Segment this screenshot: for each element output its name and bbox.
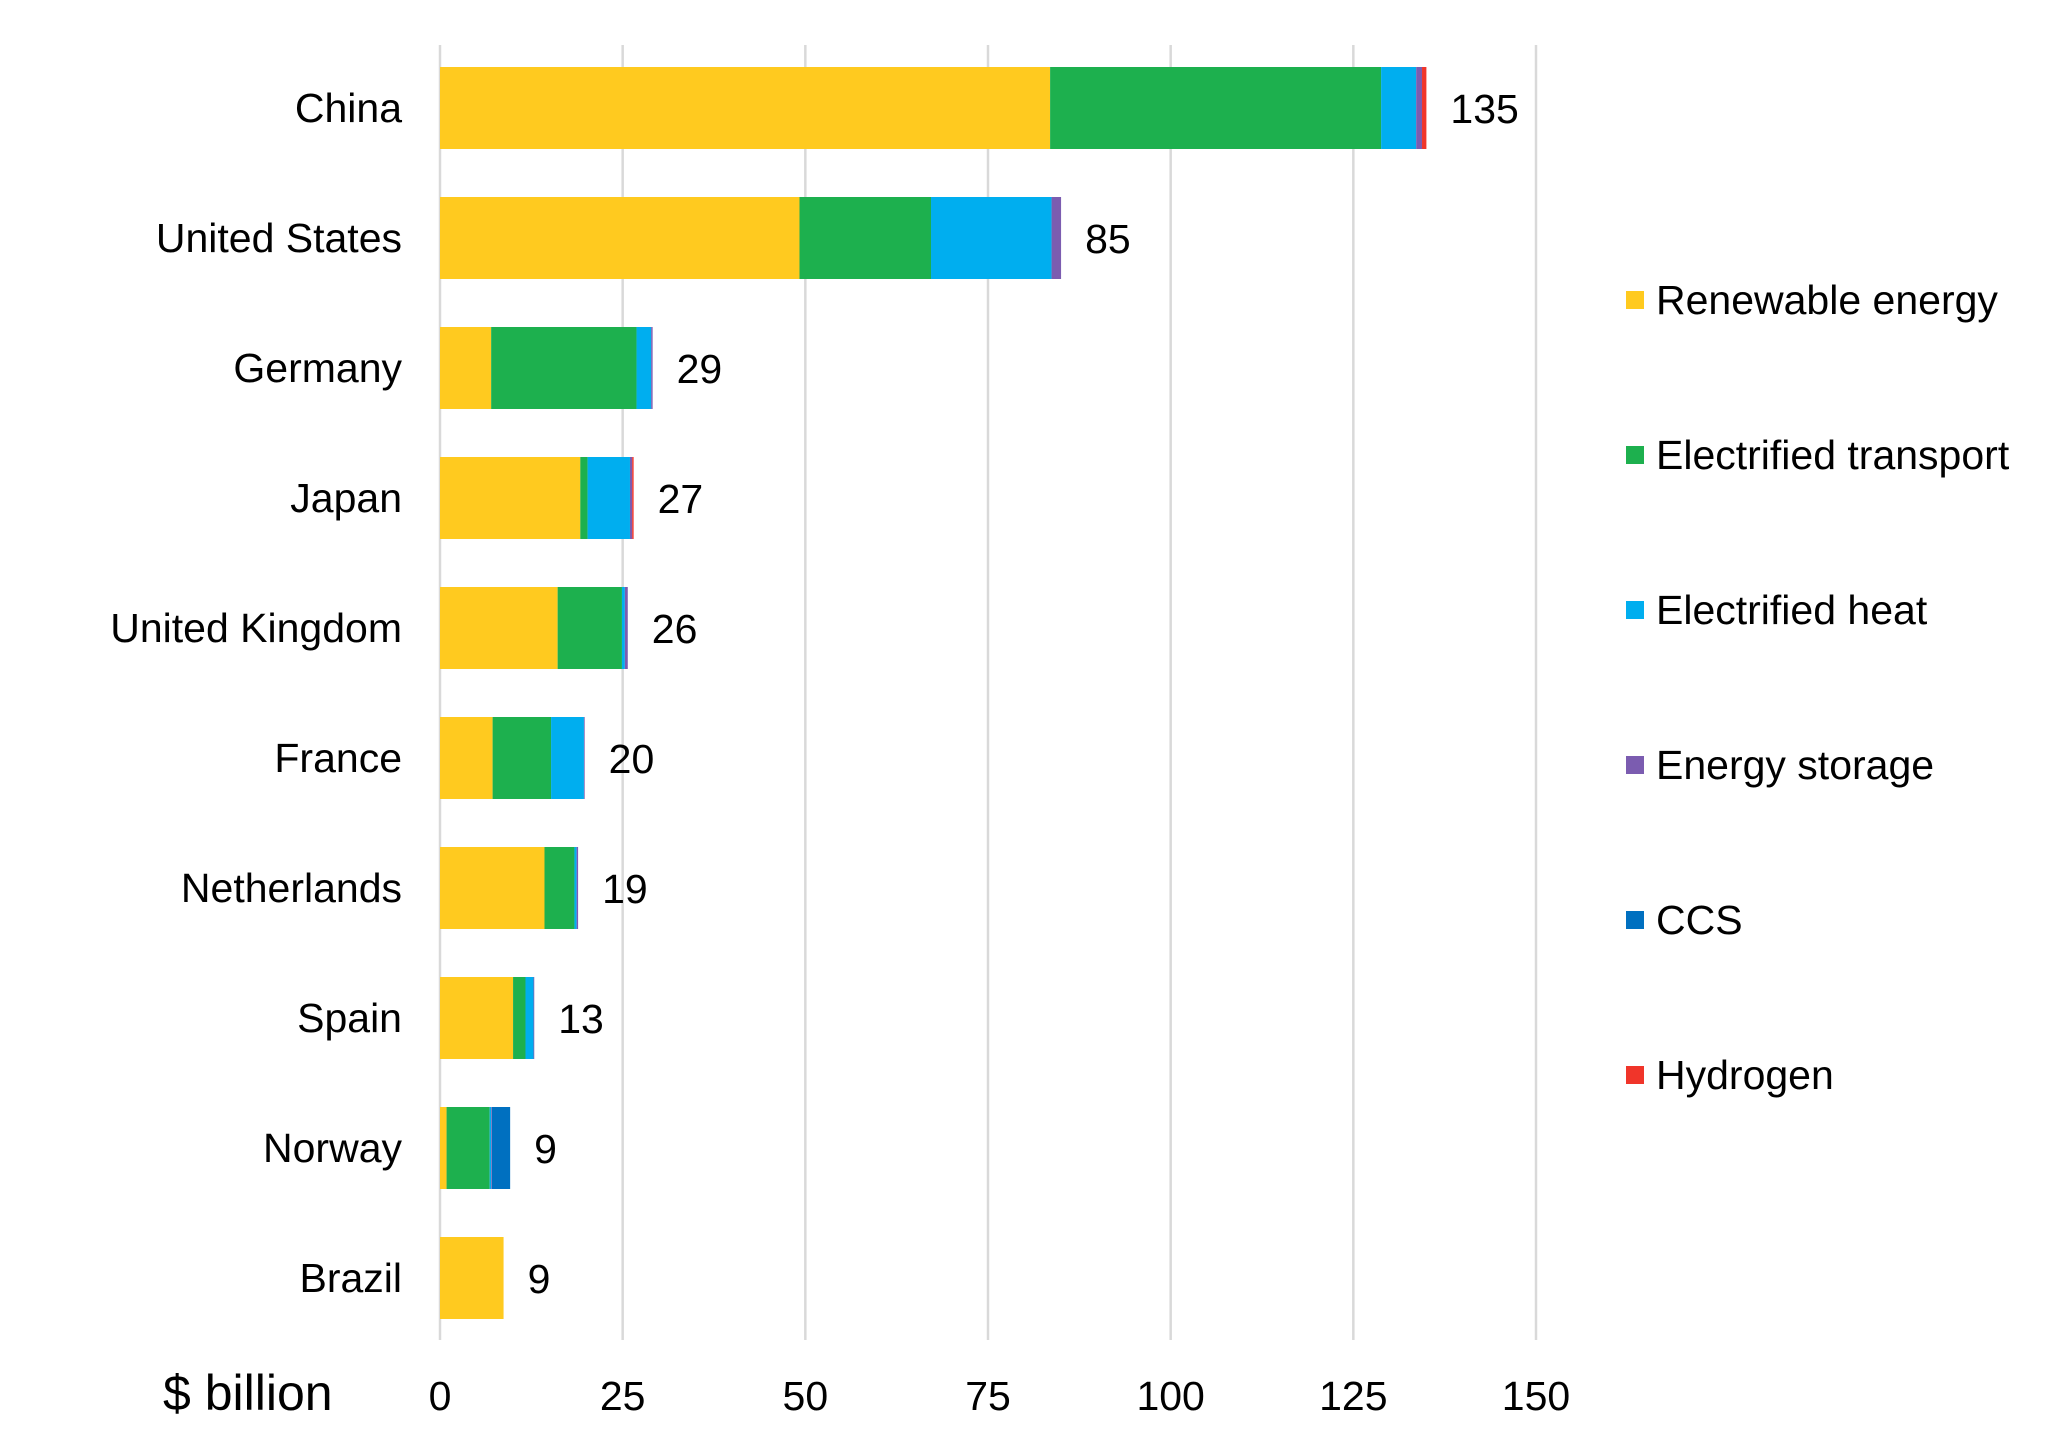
legend-swatch [1626, 911, 1644, 929]
category-label: Spain [297, 995, 402, 1041]
category-label: Norway [263, 1125, 402, 1171]
bar-segment-france-energy-storage [583, 717, 585, 799]
legend-swatch [1626, 601, 1644, 619]
x-tick-label: 0 [429, 1373, 452, 1419]
bar-segment-china-energy-storage [1416, 67, 1423, 149]
x-tick-label: 75 [965, 1373, 1011, 1419]
bar-segment-netherlands-electrified-transport [544, 847, 575, 929]
category-label: China [295, 85, 402, 131]
total-label: 29 [677, 346, 723, 392]
total-label: 9 [528, 1256, 551, 1302]
bar-segment-united-states-electrified-transport [799, 197, 932, 279]
total-label: 13 [558, 996, 604, 1042]
bar-segment-france-electrified-transport [492, 717, 552, 799]
legend-swatch [1626, 291, 1644, 309]
bar-segment-spain-energy-storage [533, 977, 535, 1059]
bar-segment-germany-energy-storage [651, 327, 653, 409]
category-label: Netherlands [181, 865, 402, 911]
bar-segment-united-kingdom-electrified-heat [621, 587, 625, 669]
x-tick-label: 50 [783, 1373, 829, 1419]
bar-segment-norway-energy-storage [491, 1107, 492, 1189]
bar-segment-france-electrified-heat [551, 717, 584, 799]
total-label: 135 [1450, 86, 1518, 132]
bar-segment-germany-electrified-heat [636, 327, 652, 409]
bar-segment-netherlands-electrified-heat [574, 847, 577, 929]
bar-segment-spain-renewable-energy [440, 977, 514, 1059]
bar-segment-united-states-renewable-energy [440, 197, 800, 279]
bar-segment-brazil-renewable-energy [440, 1237, 504, 1319]
bar-segment-united-states-electrified-heat [931, 197, 1052, 279]
legend-swatch [1626, 446, 1644, 464]
bar-segment-norway-ccs [491, 1107, 511, 1189]
legend-label: CCS [1656, 897, 1743, 943]
bar-segment-united-states-energy-storage [1051, 197, 1062, 279]
x-tick-label: 150 [1502, 1373, 1570, 1419]
legend-label: Energy storage [1656, 742, 1934, 788]
legend-label: Renewable energy [1656, 277, 1998, 323]
bar-segment-japan-electrified-transport [580, 457, 588, 539]
bar-segment-united-kingdom-electrified-transport [557, 587, 622, 669]
total-label: 85 [1085, 216, 1131, 262]
legend-swatch [1626, 1066, 1644, 1084]
bar-segment-japan-energy-storage [629, 457, 633, 539]
x-tick-label: 100 [1136, 1373, 1204, 1419]
x-axis-title: $ billion [163, 1365, 333, 1421]
bar-segment-norway-renewable-energy [440, 1107, 447, 1189]
x-axis-ticks: 0 25 50 75 100 125 150 [429, 1373, 1571, 1419]
category-label: United Kingdom [110, 605, 402, 651]
legend-label: Electrified transport [1656, 432, 2010, 478]
x-tick-label: 125 [1319, 1373, 1387, 1419]
total-label: 19 [602, 866, 648, 912]
bar-segment-china-hydrogen [1422, 67, 1427, 149]
bar-segment-germany-electrified-transport [491, 327, 637, 409]
category-label: Brazil [299, 1255, 402, 1301]
bar-segment-japan-hydrogen [632, 457, 634, 539]
bar-segment-china-renewable-energy [440, 67, 1051, 149]
bar-segment-germany-renewable-energy [440, 327, 492, 409]
bar-segment-netherlands-energy-storage [576, 847, 579, 929]
bar-segment-france-renewable-energy [440, 717, 493, 799]
bar-segment-spain-electrified-heat [525, 977, 534, 1059]
bar-segment-spain-electrified-transport [513, 977, 526, 1059]
bar-segment-norway-electrified-heat [489, 1107, 492, 1189]
category-labels: China United States Germany Japan United Kin… [110, 85, 402, 1301]
bar-segment-united-kingdom-renewable-energy [440, 587, 558, 669]
legend-label: Hydrogen [1656, 1052, 1834, 1098]
bar-segment-japan-renewable-energy [440, 457, 581, 539]
bars [440, 67, 1427, 1319]
bar-segment-netherlands-renewable-energy [440, 847, 545, 929]
bar-segment-china-electrified-transport [1050, 67, 1382, 149]
legend-swatch [1626, 756, 1644, 774]
category-label: Germany [233, 345, 402, 391]
total-label: 9 [534, 1126, 557, 1172]
total-label: 27 [658, 476, 704, 522]
total-label: 20 [609, 736, 655, 782]
legend-label: Electrified heat [1656, 587, 1928, 633]
legend: Renewable energy Electrified transport Ele… [1626, 277, 2010, 1098]
total-labels: 135 85 29 27 26 20 19 13 9 9 [528, 86, 1519, 1302]
bar-segment-japan-electrified-heat [587, 457, 630, 539]
category-label: Japan [290, 475, 402, 521]
x-tick-label: 25 [600, 1373, 646, 1419]
total-label: 26 [652, 606, 698, 652]
bar-segment-united-kingdom-energy-storage [624, 587, 628, 669]
bar-segment-norway-electrified-transport [446, 1107, 490, 1189]
bar-segment-china-electrified-heat [1381, 67, 1417, 149]
category-label: France [274, 735, 402, 781]
category-label: United States [156, 215, 402, 261]
